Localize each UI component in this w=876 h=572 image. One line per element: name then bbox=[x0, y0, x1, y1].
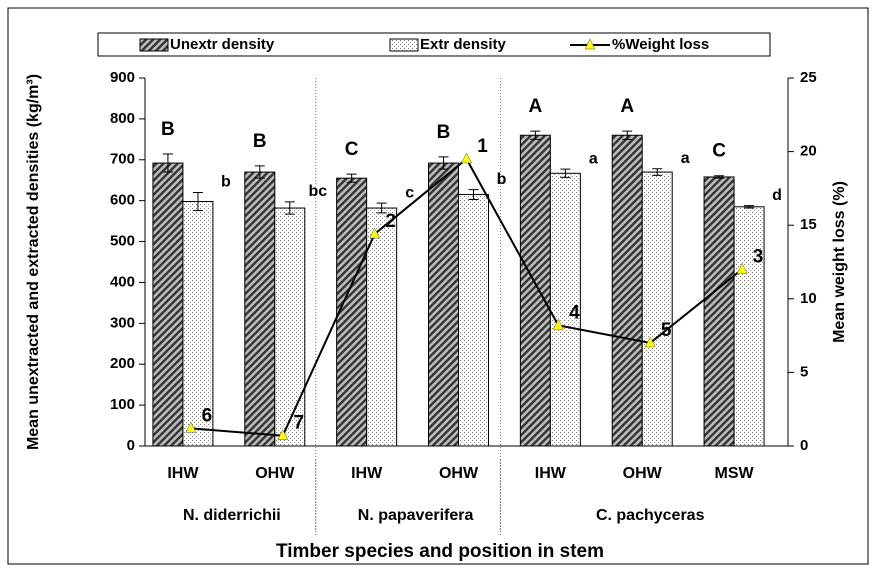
point-label: 1 bbox=[477, 136, 488, 157]
x-tick-label: OHW bbox=[623, 465, 663, 482]
y-tick-label: 100 bbox=[110, 396, 135, 413]
marker bbox=[185, 421, 197, 433]
significance-letter: d bbox=[772, 187, 782, 204]
error-bar bbox=[468, 189, 479, 200]
significance-letter: B bbox=[253, 131, 267, 152]
error-bar bbox=[192, 191, 203, 211]
y2-tick-label: 5 bbox=[800, 363, 808, 380]
significance-letter: b bbox=[497, 171, 507, 188]
group-label: C. pachyceras bbox=[596, 507, 705, 524]
significance-letter: B bbox=[437, 122, 451, 143]
bar bbox=[611, 134, 643, 447]
error-bar bbox=[284, 201, 295, 215]
bar bbox=[274, 207, 306, 447]
significance-letter: A bbox=[620, 96, 634, 117]
y2-tick-label: 25 bbox=[800, 69, 817, 86]
point-label: 5 bbox=[661, 320, 672, 341]
bar bbox=[152, 162, 184, 447]
error-bar bbox=[622, 130, 633, 140]
error-bar bbox=[162, 153, 173, 173]
bar bbox=[519, 134, 551, 447]
y2-tick-label: 20 bbox=[800, 143, 817, 160]
legend-label: %Weight loss bbox=[612, 36, 709, 53]
y2-tick-label: 0 bbox=[800, 437, 808, 454]
marker bbox=[369, 227, 381, 239]
error-bar bbox=[652, 168, 663, 176]
error-bar bbox=[376, 202, 387, 214]
x-tick-label: OHW bbox=[439, 465, 479, 482]
significance-letter: B bbox=[161, 119, 175, 140]
frame bbox=[7, 7, 869, 565]
group-label: N. papaverifera bbox=[358, 507, 474, 524]
bar bbox=[336, 177, 368, 447]
y-tick-label: 300 bbox=[110, 314, 135, 331]
y-tick-label: 200 bbox=[110, 355, 135, 372]
x-tick-label: IHW bbox=[535, 465, 567, 482]
error-bar bbox=[346, 173, 357, 183]
point-label: 3 bbox=[753, 246, 764, 267]
group-label: N. diderrichii bbox=[183, 507, 281, 524]
bar bbox=[703, 176, 735, 447]
bar bbox=[182, 200, 214, 447]
bar bbox=[549, 172, 581, 447]
bar bbox=[458, 194, 489, 447]
bar bbox=[641, 171, 673, 447]
x-tick-label: IHW bbox=[167, 465, 199, 482]
point-label: 4 bbox=[569, 302, 580, 323]
y-tick-label: 500 bbox=[110, 233, 135, 250]
significance-letter: a bbox=[589, 150, 598, 167]
marker bbox=[644, 336, 656, 348]
marker bbox=[461, 152, 472, 164]
x-tick-label: OHW bbox=[255, 465, 295, 482]
y2-axis-title: Mean weight loss (%) bbox=[831, 181, 848, 343]
significance-letter: C bbox=[712, 141, 726, 162]
y-tick-label: 800 bbox=[110, 110, 135, 127]
bar bbox=[366, 207, 398, 447]
significance-letter: b bbox=[221, 174, 231, 191]
legend-label: Extr density bbox=[420, 36, 507, 53]
legend-marker bbox=[584, 38, 596, 50]
marker bbox=[736, 262, 748, 274]
y-tick-label: 700 bbox=[110, 151, 135, 168]
marker bbox=[552, 318, 564, 330]
x-axis-title: Timber species and position in stem bbox=[276, 541, 604, 562]
error-bar bbox=[744, 205, 755, 209]
legend-box bbox=[97, 32, 771, 57]
x-tick-label: IHW bbox=[351, 465, 383, 482]
error-bar bbox=[438, 156, 449, 170]
y-tick-label: 900 bbox=[110, 69, 135, 86]
error-bar bbox=[254, 165, 265, 179]
y-tick-label: 600 bbox=[110, 192, 135, 209]
error-bar bbox=[714, 175, 725, 179]
point-label: 7 bbox=[293, 413, 304, 434]
bar bbox=[733, 206, 765, 447]
x-tick-label: MSW bbox=[715, 465, 755, 482]
y2-tick-label: 15 bbox=[800, 216, 817, 233]
error-bar bbox=[560, 168, 571, 178]
significance-letter: C bbox=[345, 139, 359, 160]
legend-swatch bbox=[139, 38, 169, 52]
y2-tick-label: 10 bbox=[800, 290, 817, 307]
y-axis-title: Mean unextracted and extracted densities… bbox=[25, 74, 42, 450]
point-label: 6 bbox=[202, 405, 213, 426]
error-bar bbox=[530, 130, 541, 140]
y-tick-label: 0 bbox=[127, 437, 135, 454]
point-label: 2 bbox=[385, 211, 396, 232]
bar bbox=[428, 162, 459, 447]
significance-letter: bc bbox=[308, 183, 327, 200]
marker bbox=[277, 429, 289, 440]
legend-label: Unextr density bbox=[170, 36, 275, 53]
significance-letter: c bbox=[405, 184, 414, 201]
significance-letter: A bbox=[528, 96, 542, 117]
y-tick-label: 400 bbox=[110, 273, 135, 290]
significance-letter: a bbox=[681, 150, 690, 167]
legend-swatch bbox=[389, 38, 419, 52]
bar bbox=[244, 171, 276, 447]
